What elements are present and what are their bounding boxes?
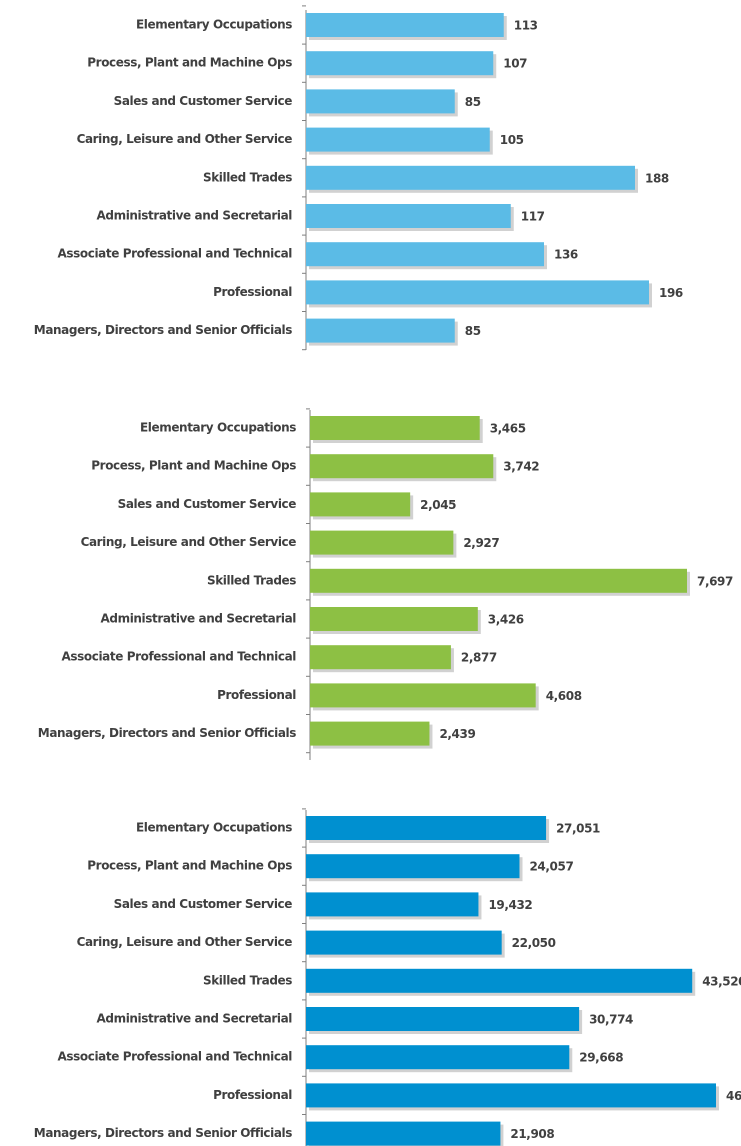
category-label: Caring, Leisure and Other Service [77, 935, 293, 949]
value-label: 105 [500, 133, 524, 147]
bar [306, 930, 502, 955]
category-label: Elementary Occupations [140, 421, 296, 435]
value-label: 3,426 [488, 613, 524, 627]
category-label: Caring, Leisure and Other Service [81, 535, 297, 549]
value-label: 22,050 [512, 936, 556, 950]
value-label: 7,697 [697, 574, 733, 588]
value-label: 113 [514, 19, 538, 33]
bar [306, 165, 635, 190]
bar [310, 721, 430, 746]
value-label: 21,908 [510, 1127, 554, 1141]
value-label: 46,200 [726, 1089, 741, 1103]
bar [310, 683, 536, 708]
category-label: Skilled Trades [203, 170, 292, 184]
value-label: 19,432 [488, 898, 532, 912]
value-label: 24,057 [529, 860, 573, 874]
category-label: Administrative and Secretarial [101, 612, 297, 626]
bar [306, 13, 504, 37]
category-label: Managers, Directors and Senior Officials [34, 1126, 292, 1140]
category-label: Skilled Trades [207, 573, 296, 587]
value-label: 85 [465, 324, 481, 338]
value-label: 117 [521, 210, 545, 224]
value-label: 2,045 [420, 498, 456, 512]
bar [306, 1045, 570, 1070]
bar [306, 89, 455, 114]
value-label: 43,520 [702, 974, 741, 988]
bar [310, 454, 494, 479]
category-label: Sales and Customer Service [114, 897, 293, 911]
bar [306, 242, 544, 267]
bar [306, 816, 547, 840]
category-label: Managers, Directors and Senior Officials [34, 323, 292, 337]
value-label: 188 [645, 171, 669, 185]
category-label: Process, Plant and Machine Ops [87, 56, 292, 70]
category-label: Professional [213, 1088, 292, 1102]
bar [306, 892, 479, 917]
bar [310, 607, 478, 631]
bar [306, 127, 490, 152]
category-label: Administrative and Secretarial [97, 209, 293, 223]
category-label: Process, Plant and Machine Ops [91, 459, 296, 473]
bar [310, 492, 411, 517]
bar [310, 645, 451, 670]
value-label: 107 [503, 57, 527, 71]
category-label: Associate Professional and Technical [58, 247, 293, 261]
bar [310, 416, 480, 440]
value-label: 3,742 [503, 460, 539, 474]
bar [306, 1007, 580, 1031]
bar [306, 51, 494, 76]
value-label: 2,439 [439, 727, 475, 741]
value-label: 30,774 [589, 1013, 633, 1027]
bar [306, 1083, 716, 1108]
category-label: Process, Plant and Machine Ops [87, 859, 292, 873]
value-label: 2,877 [461, 651, 497, 665]
value-label: 27,051 [556, 822, 600, 836]
category-label: Associate Professional and Technical [58, 1050, 293, 1064]
value-label: 3,465 [490, 422, 526, 436]
category-label: Caring, Leisure and Other Service [77, 132, 293, 146]
value-label: 85 [465, 95, 481, 109]
value-label: 29,668 [579, 1051, 623, 1065]
bar [306, 280, 649, 305]
category-label: Sales and Customer Service [118, 497, 297, 511]
bar [306, 968, 693, 993]
value-label: 196 [659, 286, 683, 300]
category-label: Professional [217, 688, 296, 702]
category-label: Sales and Customer Service [114, 94, 293, 108]
category-label: Professional [213, 285, 292, 299]
category-label: Skilled Trades [203, 973, 292, 987]
bar [306, 1121, 501, 1146]
value-label: 4,608 [546, 689, 582, 703]
bar [306, 854, 520, 879]
bar [310, 530, 454, 555]
category-label: Administrative and Secretarial [97, 1012, 293, 1026]
bar [306, 204, 511, 228]
bar [310, 568, 687, 593]
value-label: 136 [554, 248, 578, 262]
value-label: 2,927 [463, 536, 499, 550]
category-label: Elementary Occupations [136, 18, 292, 32]
bar [306, 318, 455, 343]
category-label: Managers, Directors and Senior Officials [38, 726, 296, 740]
category-label: Elementary Occupations [136, 821, 292, 835]
category-label: Associate Professional and Technical [62, 650, 297, 664]
